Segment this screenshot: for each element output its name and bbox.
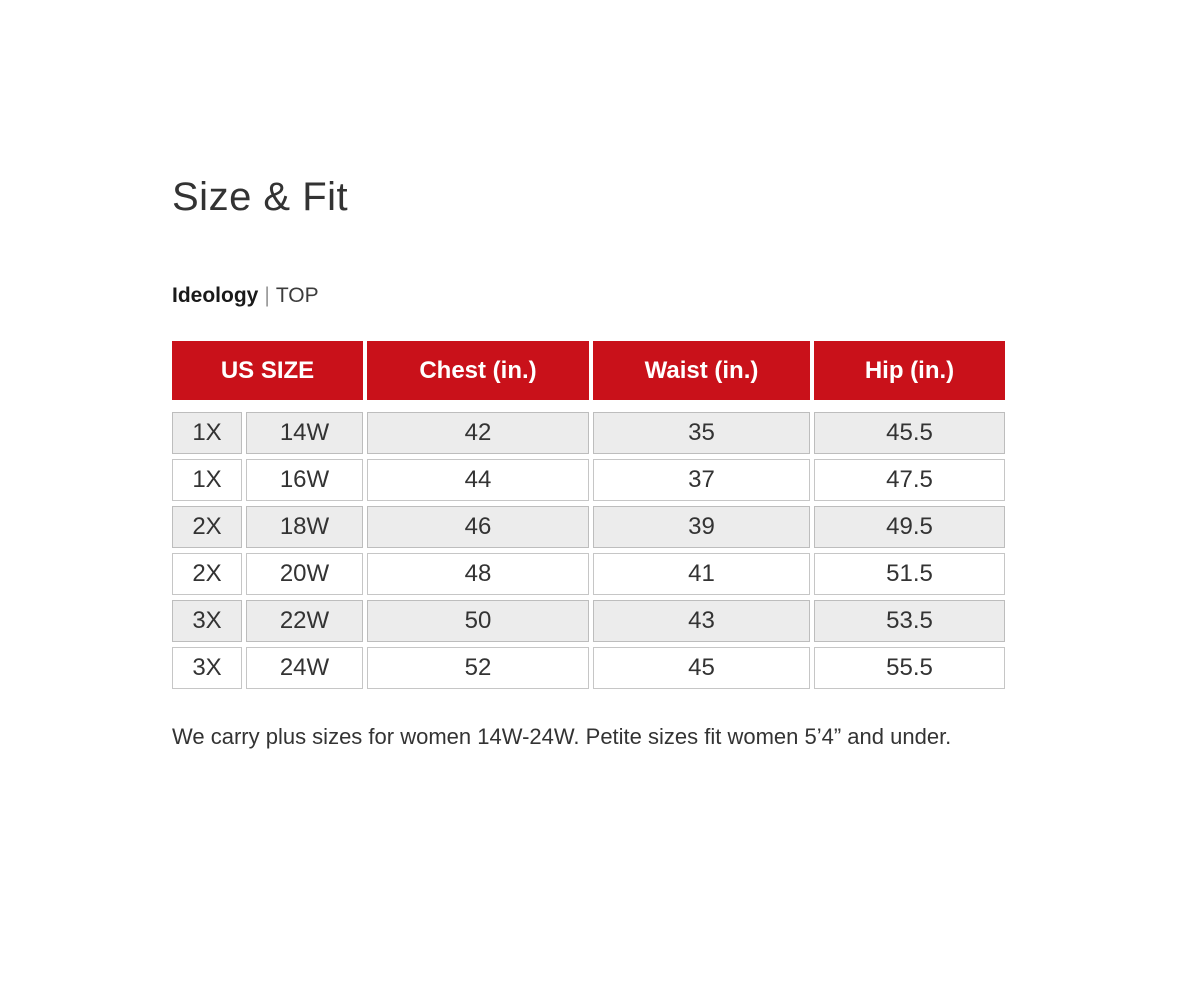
table-header-row: US SIZE Chest (in.) Waist (in.) Hip (in.… <box>172 341 1005 400</box>
cell-waist: 41 <box>593 553 810 595</box>
cell-chest: 44 <box>367 459 589 501</box>
brand-name: Ideology <box>172 284 259 307</box>
cell-hip: 45.5 <box>814 412 1005 454</box>
page-title: Size & Fit <box>172 175 349 219</box>
cell-waist: 35 <box>593 412 810 454</box>
cell-hip: 51.5 <box>814 553 1005 595</box>
cell-chest: 48 <box>367 553 589 595</box>
cell-chest: 50 <box>367 600 589 642</box>
brand-separator: | <box>264 284 270 307</box>
table-row: 1X 16W 44 37 47.5 <box>172 459 1005 501</box>
size-note: We carry plus sizes for women 14W-24W. P… <box>172 724 952 749</box>
cell-size-w: 16W <box>246 459 363 501</box>
cell-waist: 43 <box>593 600 810 642</box>
cell-waist: 45 <box>593 647 810 689</box>
cell-chest: 52 <box>367 647 589 689</box>
cell-waist: 37 <box>593 459 810 501</box>
cell-size-w: 20W <box>246 553 363 595</box>
table-row: 1X 14W 42 35 45.5 <box>172 412 1005 454</box>
cell-size-x: 2X <box>172 553 242 595</box>
cell-chest: 46 <box>367 506 589 548</box>
cell-size-x: 3X <box>172 600 242 642</box>
cell-size-x: 3X <box>172 647 242 689</box>
cell-size-w: 22W <box>246 600 363 642</box>
table-row: 2X 18W 46 39 49.5 <box>172 506 1005 548</box>
size-chart-table: US SIZE Chest (in.) Waist (in.) Hip (in.… <box>172 341 1005 689</box>
table-body: 1X 14W 42 35 45.5 1X 16W 44 37 47.5 2X 1… <box>172 412 1005 689</box>
cell-hip: 49.5 <box>814 506 1005 548</box>
cell-hip: 53.5 <box>814 600 1005 642</box>
page-content: Size & Fit Ideology | TOP US SIZE Chest (i… <box>172 0 1005 751</box>
cell-chest: 42 <box>367 412 589 454</box>
brand-line: Ideology | TOP <box>172 283 1005 309</box>
column-header-hip: Hip (in.) <box>814 341 1005 400</box>
table-row: 3X 22W 50 43 53.5 <box>172 600 1005 642</box>
column-header-chest: Chest (in.) <box>367 341 589 400</box>
cell-size-x: 1X <box>172 459 242 501</box>
column-header-waist: Waist (in.) <box>593 341 810 400</box>
table-row: 2X 20W 48 41 51.5 <box>172 553 1005 595</box>
category-label: TOP <box>275 284 319 307</box>
cell-size-x: 1X <box>172 412 242 454</box>
cell-size-w: 24W <box>246 647 363 689</box>
cell-hip: 47.5 <box>814 459 1005 501</box>
cell-hip: 55.5 <box>814 647 1005 689</box>
cell-size-x: 2X <box>172 506 242 548</box>
cell-waist: 39 <box>593 506 810 548</box>
cell-size-w: 18W <box>246 506 363 548</box>
table-row: 3X 24W 52 45 55.5 <box>172 647 1005 689</box>
cell-size-w: 14W <box>246 412 363 454</box>
column-header-us-size: US SIZE <box>172 341 363 400</box>
